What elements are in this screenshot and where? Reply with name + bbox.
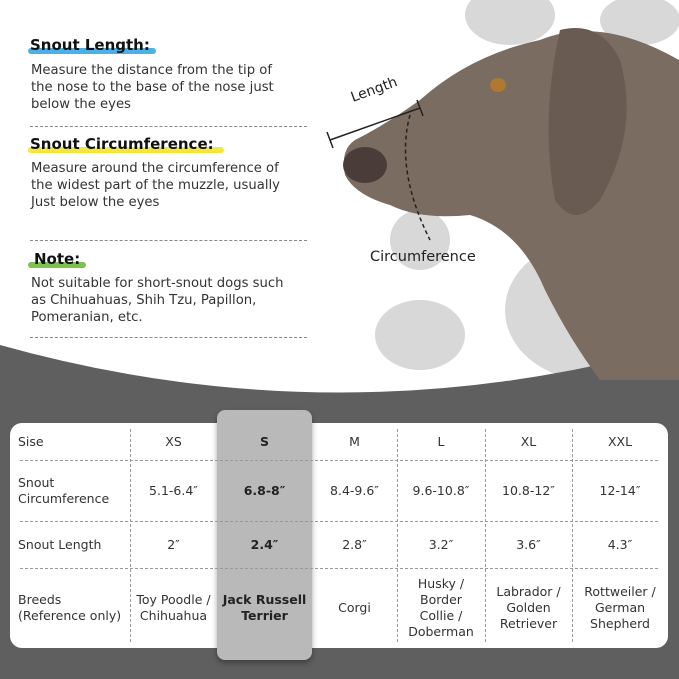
- row-label: Breeds (Reference only): [18, 592, 122, 623]
- note-heading: Note:: [34, 250, 81, 268]
- column-divider: [572, 429, 573, 642]
- cell-breeds: Labrador / Golden Retriever: [496, 584, 561, 631]
- cell-length: 4.3″: [607, 536, 633, 552]
- cell-length: 2.4″: [250, 536, 279, 552]
- divider: [30, 126, 307, 127]
- column-divider: [397, 429, 398, 642]
- cell-breeds: Husky / Border Collie / Doberman: [408, 576, 474, 639]
- cell-breeds: Jack Russell Terrier: [222, 592, 307, 623]
- circumference-label: Circumference: [370, 249, 476, 265]
- row-divider: [20, 521, 658, 522]
- cell-length: 3.2″: [428, 536, 454, 552]
- cell-breeds: Corgi: [338, 600, 371, 615]
- cell-breeds: Toy Poodle / Chihuahua: [136, 592, 211, 623]
- cell-circumference: 9.6-10.8″: [412, 482, 470, 498]
- cell-length: 2″: [167, 536, 180, 552]
- measurement-lines: [326, 99, 431, 241]
- divider: [30, 337, 307, 338]
- cell-circumference: 10.8-12″: [502, 482, 555, 498]
- row-label: Snout Circumference: [18, 474, 110, 506]
- cell-circumference: 6.8-8″: [243, 482, 286, 498]
- dog-illustration: [343, 28, 679, 380]
- heading-highlight: [28, 48, 156, 54]
- row-divider: [20, 568, 658, 569]
- cell-size: M: [349, 433, 360, 449]
- cell-size: XL: [520, 433, 537, 449]
- cell-size: XXL: [607, 433, 633, 449]
- row-divider: [20, 460, 658, 461]
- snout-length-heading: Snout Length:: [30, 36, 150, 54]
- column-divider: [130, 429, 131, 642]
- cell-size: L: [437, 433, 445, 449]
- cell-breeds: Rottweiler / German Shepherd: [584, 584, 656, 631]
- snout-circumference-heading: Snout Circumference:: [30, 135, 214, 153]
- column-divider: [485, 429, 486, 642]
- cell-circumference: 5.1-6.4″: [149, 482, 198, 498]
- divider: [30, 240, 307, 241]
- cell-circumference: 12-14″: [599, 482, 641, 498]
- row-label: Snout Length: [18, 536, 102, 552]
- cell-size: XS: [165, 433, 182, 449]
- heading-highlight: [28, 147, 224, 153]
- cell-size: S: [259, 433, 269, 449]
- note-description: Not suitable for short-snout dogs such a…: [31, 276, 284, 325]
- cell-length: 3.6″: [516, 536, 541, 552]
- row-label: Sise: [18, 433, 44, 449]
- cell-circumference: 8.4-9.6″: [330, 482, 379, 498]
- highlighted-size-column: [217, 410, 312, 660]
- snout-circumference-description: Measure around the circumference of the …: [31, 161, 280, 210]
- snout-length-description: Measure the distance from the tip of the…: [31, 63, 274, 112]
- cell-length: 2.8″: [342, 536, 367, 552]
- heading-highlight: [28, 262, 86, 268]
